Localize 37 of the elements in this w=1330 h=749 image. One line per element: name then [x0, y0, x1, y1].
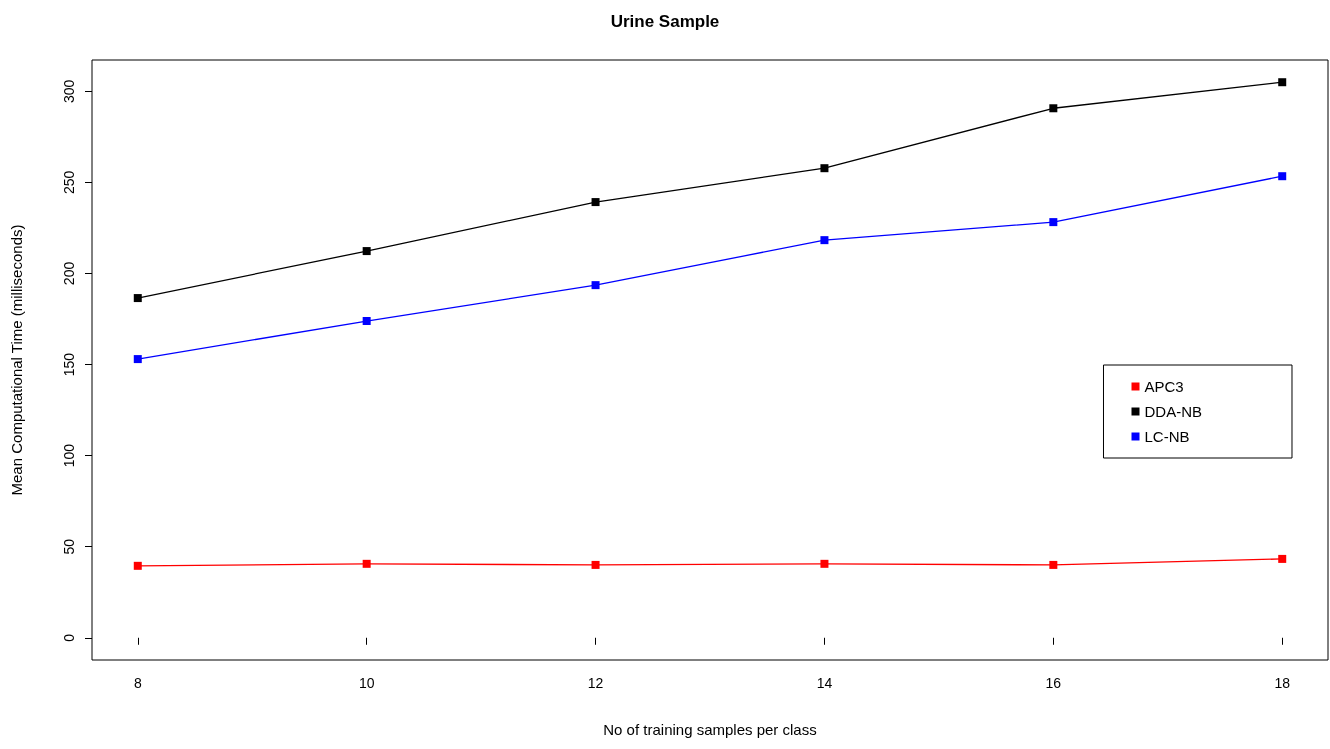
point: [820, 236, 829, 245]
point: [1278, 172, 1287, 181]
point: [591, 560, 600, 569]
point: [362, 559, 371, 568]
y-tick-label: 200: [61, 261, 77, 286]
point: [362, 317, 371, 326]
point: [820, 164, 829, 173]
y-tick-label: 250: [61, 170, 77, 195]
x-axis-title: No of training samples per class: [603, 721, 817, 738]
x-tick-label: 16: [1045, 675, 1062, 691]
point: [362, 247, 371, 256]
point: [1049, 218, 1058, 227]
chart-title: Urine Sample: [610, 12, 720, 31]
legend-label: APC3: [1144, 378, 1184, 395]
y-tick-label: 50: [61, 538, 77, 555]
legend-label: DDA-NB: [1144, 403, 1203, 420]
point: [591, 281, 600, 290]
point: [820, 559, 829, 568]
point: [591, 198, 600, 207]
y-axis-title: Mean Computational Time (milliseconds): [8, 224, 25, 496]
point: [1049, 104, 1058, 113]
y-tick-label: 150: [61, 352, 77, 377]
point: [133, 294, 142, 303]
point: [1049, 560, 1058, 569]
point: [1278, 554, 1287, 563]
point: [133, 355, 142, 364]
x-tick-label: 14: [816, 675, 833, 691]
x-tick-label: 18: [1274, 675, 1291, 691]
x-tick-label: 8: [133, 675, 142, 691]
point: [1278, 78, 1287, 87]
y-tick-label: 300: [61, 79, 77, 104]
x-tick-label: 10: [358, 675, 375, 691]
x-tick-label: 12: [587, 675, 604, 691]
point: [133, 561, 142, 570]
legend-label: LC-NB: [1144, 428, 1190, 445]
y-tick-label: 0: [61, 633, 77, 642]
y-tick-label: 100: [61, 443, 77, 468]
